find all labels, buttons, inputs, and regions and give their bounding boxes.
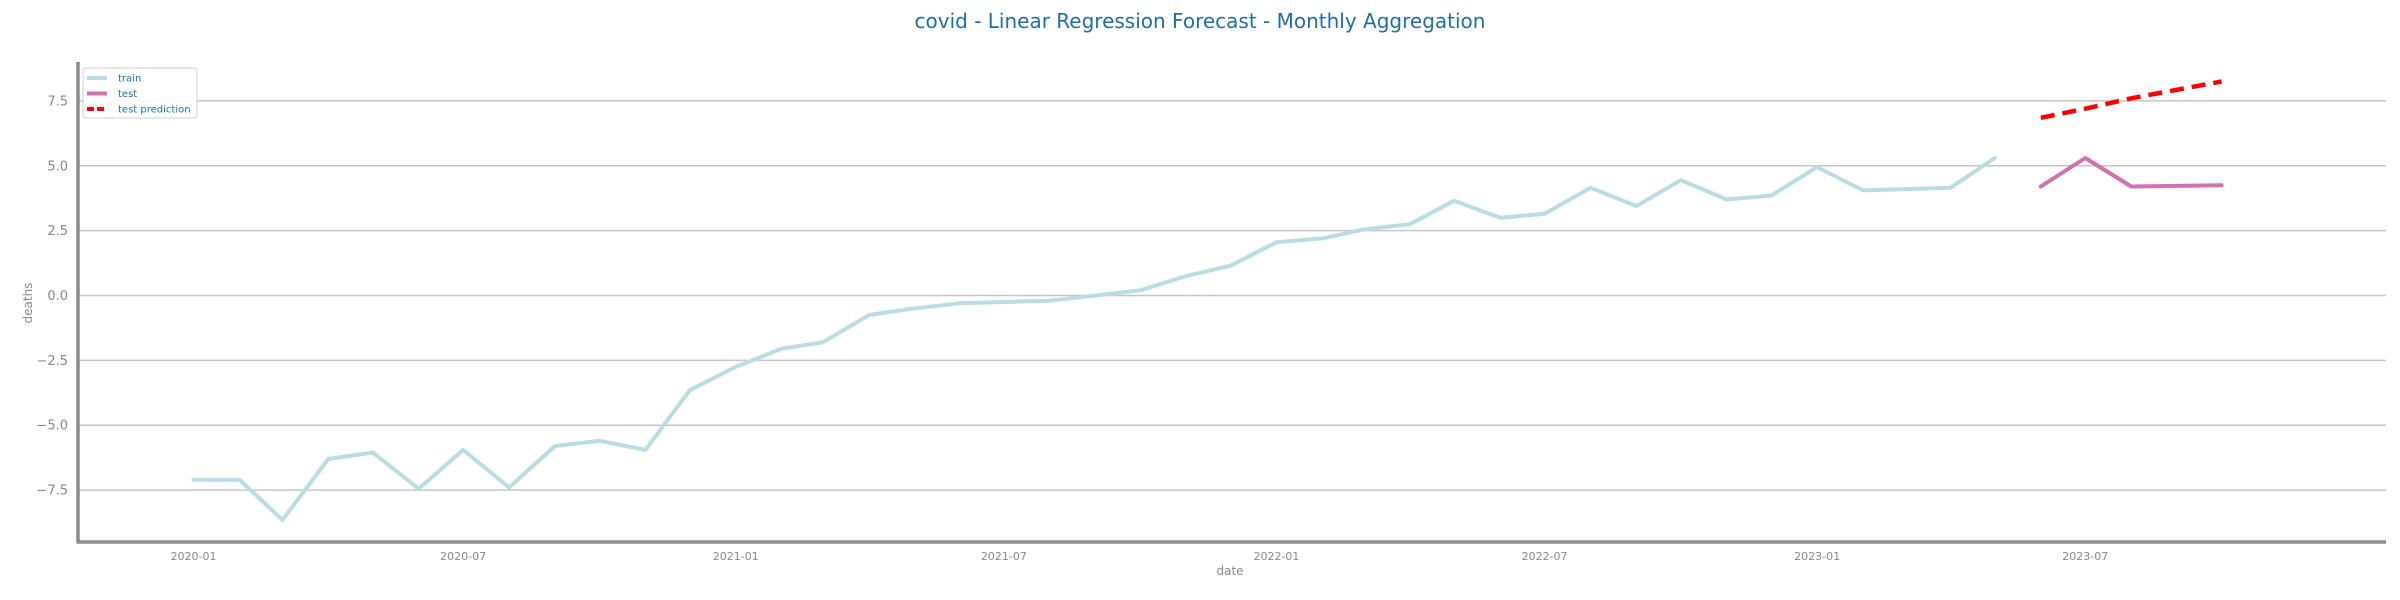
y-tick-label: −7.5 <box>36 484 68 499</box>
legend-box <box>82 67 198 119</box>
x-axis-ticks: 2020-01 2020-07 2021-01 2021-07 2022-01 2022-… <box>171 550 2109 563</box>
chart-title: covid - Linear Regression Forecast - Mon… <box>915 9 1486 33</box>
x-axis-label: date <box>1216 564 1243 578</box>
y-tick-label: −5.0 <box>36 419 68 434</box>
grid-lines <box>78 100 2386 491</box>
legend-entry: test <box>118 89 137 100</box>
x-tick-label: 2023-07 <box>2062 550 2108 563</box>
series-layer <box>191 79 2224 522</box>
x-tick-label: 2023-01 <box>1794 550 1840 563</box>
y-axis-label: deaths <box>21 283 35 324</box>
y-tick-label: 0.0 <box>47 289 68 304</box>
series-line-test-prediction <box>2040 79 2223 121</box>
x-tick-label: 2021-07 <box>981 550 1027 563</box>
legend-entry: test prediction <box>118 105 191 116</box>
y-axis-ticks: −7.5 −5.0 −2.5 0.0 2.5 5.0 7.5 <box>36 94 68 498</box>
y-tick-label: −2.5 <box>36 354 68 369</box>
y-tick-label: 2.5 <box>47 224 68 239</box>
x-tick-label: 2021-01 <box>713 550 759 563</box>
y-tick-label: 7.5 <box>47 94 68 109</box>
x-tick-label: 2020-01 <box>171 550 217 563</box>
x-tick-label: 2022-01 <box>1253 550 1299 563</box>
y-tick-label: 5.0 <box>47 159 68 174</box>
axes <box>76 62 2386 544</box>
series-line-train <box>191 156 1997 522</box>
series-line-test <box>2038 156 2224 189</box>
legend: train test test prediction <box>82 67 198 119</box>
legend-entry: train <box>118 74 141 85</box>
x-tick-label: 2022-07 <box>1522 550 1568 563</box>
x-tick-label: 2020-07 <box>440 550 486 563</box>
